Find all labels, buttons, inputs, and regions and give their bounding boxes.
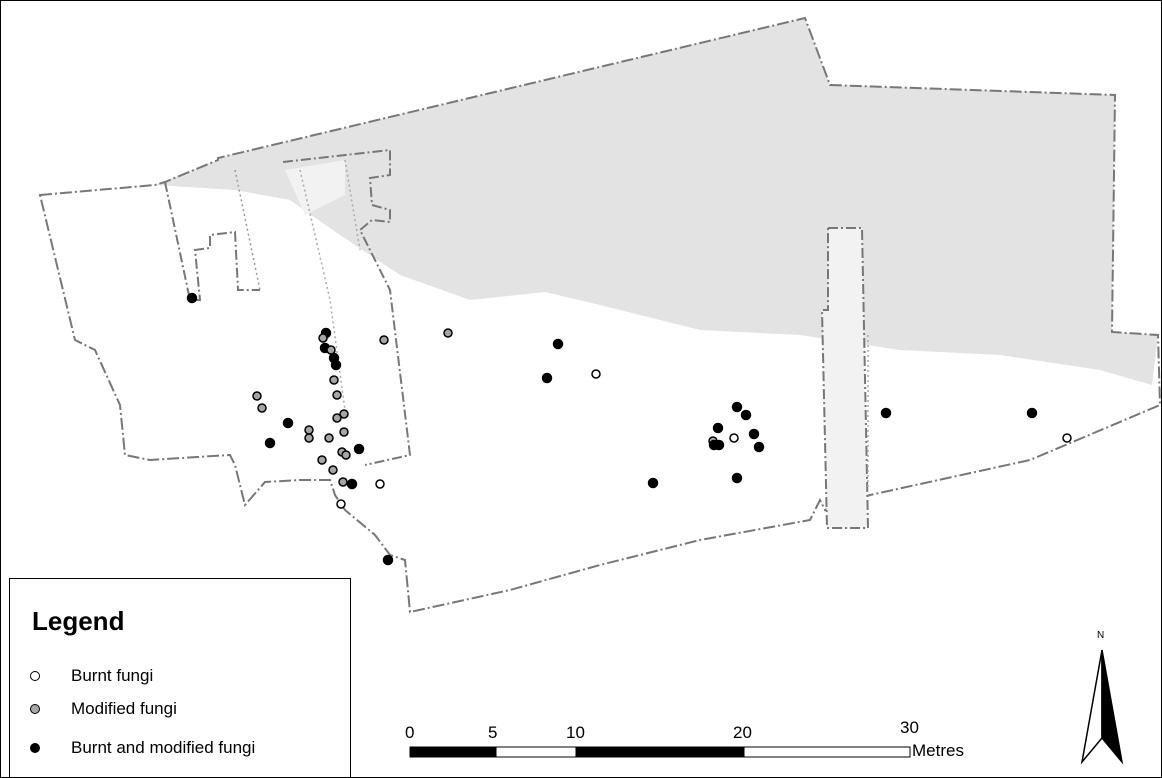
- burnt-modified-point: [731, 401, 743, 413]
- modified-point: [328, 465, 338, 475]
- legend-label: Modified fungi: [71, 699, 177, 718]
- scale-tick-20: 20: [733, 723, 752, 742]
- modified-point: [339, 409, 349, 419]
- modified-point: [317, 455, 327, 465]
- modified-point: [379, 335, 389, 345]
- burnt-modified-point: [353, 443, 365, 455]
- legend-item-burnt-modified: Burnt and modified fungi: [30, 736, 255, 760]
- modified-point: [332, 413, 342, 423]
- scale-segment: [409, 746, 497, 758]
- fungi-points: [186, 292, 1072, 566]
- legend: Legend Burnt fungi Modified fungi Burnt …: [9, 578, 351, 778]
- burnt-point: [729, 433, 739, 443]
- modified-point: [341, 450, 351, 460]
- burnt-modified-point: [186, 292, 198, 304]
- west-room-dotted: [234, 169, 261, 291]
- modified-point: [339, 427, 349, 437]
- modified-point: [324, 433, 334, 443]
- scale-tick-10: 10: [566, 723, 585, 742]
- legend-item-modified: Modified fungi: [30, 697, 177, 721]
- modified-point: [332, 390, 342, 400]
- grey-dot-icon: [30, 704, 40, 714]
- shaded-area: [155, 18, 1158, 385]
- scale-unit: Metres: [912, 741, 964, 760]
- burnt-modified-point: [541, 372, 553, 384]
- modified-point: [338, 477, 348, 487]
- scale-tick-30: 30: [900, 718, 919, 737]
- scale-segment: [743, 746, 911, 758]
- central-wall: [282, 148, 412, 466]
- burnt-modified-point: [713, 439, 725, 451]
- light-strip: [285, 160, 345, 215]
- burnt-modified-point: [880, 407, 892, 419]
- burnt-point: [1062, 433, 1072, 443]
- burnt-modified-point: [647, 477, 659, 489]
- burnt-modified-point: [346, 478, 358, 490]
- burnt-point: [591, 369, 601, 379]
- modified-point: [304, 425, 314, 435]
- burnt-modified-point: [264, 437, 276, 449]
- burnt-modified-point: [753, 441, 765, 453]
- north-label: N: [1097, 630, 1105, 641]
- legend-title: Legend: [32, 606, 125, 636]
- white-dot-icon: [30, 671, 40, 681]
- modified-point: [329, 375, 339, 385]
- burnt-modified-point: [748, 428, 760, 440]
- legend-label: Burnt fungi: [71, 666, 154, 685]
- modified-point: [252, 391, 262, 401]
- modified-point: [443, 328, 453, 338]
- burnt-modified-point: [1026, 407, 1038, 419]
- burnt-modified-point: [731, 472, 743, 484]
- burnt-modified-point: [382, 554, 394, 566]
- north-arrow: [1080, 649, 1124, 765]
- burnt-modified-point: [740, 409, 752, 421]
- burnt-modified-point: [552, 338, 564, 350]
- legend-item-burnt: Burnt fungi: [30, 664, 153, 688]
- excavation-boundary: [38, 16, 1162, 614]
- modified-point: [326, 345, 336, 355]
- burnt-point: [336, 499, 346, 509]
- scale-tick-5: 5: [488, 723, 498, 742]
- east-strip: [820, 227, 870, 529]
- west-room: [164, 181, 260, 301]
- scale-tick-0: 0: [405, 723, 415, 742]
- scale-segment: [495, 746, 577, 758]
- burnt-point: [375, 479, 385, 489]
- modified-point: [318, 333, 328, 343]
- burnt-modified-point: [712, 422, 724, 434]
- central-wall-dotted: [299, 159, 361, 411]
- burnt-modified-point: [282, 417, 294, 429]
- scale-bar: [409, 746, 911, 758]
- burnt-modified-point: [330, 359, 342, 371]
- legend-label: Burnt and modified fungi: [71, 738, 256, 757]
- black-dot-icon: [30, 743, 40, 753]
- scale-segment: [575, 746, 745, 758]
- modified-point: [257, 403, 267, 413]
- modified-point: [304, 433, 314, 443]
